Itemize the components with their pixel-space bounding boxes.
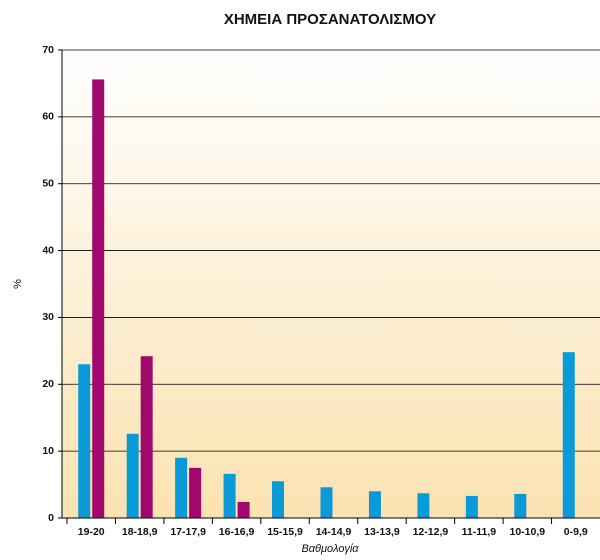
y-tick-label: 60 bbox=[42, 111, 54, 123]
bar bbox=[514, 493, 527, 518]
y-tick-label: 50 bbox=[42, 177, 54, 189]
x-tick-label: 15-15,9 bbox=[267, 526, 303, 538]
y-tick-label: 20 bbox=[42, 378, 54, 390]
chart-title: ΧΗΜΕΙΑ ΠΡΟΣΑΝΑΤΟΛΙΣΜΟΥ bbox=[224, 11, 436, 28]
bar bbox=[562, 352, 575, 518]
y-axis-label: % bbox=[12, 279, 24, 289]
bar bbox=[368, 491, 381, 518]
bar bbox=[175, 457, 188, 518]
x-tick-label: 19-20 bbox=[78, 526, 105, 538]
x-tick-label: 17-17,9 bbox=[170, 526, 206, 538]
x-tick-label: 16-16,9 bbox=[219, 526, 255, 538]
bar bbox=[92, 79, 105, 518]
x-tick-label: 18-18,9 bbox=[122, 526, 158, 538]
x-tick-label: 14-14,9 bbox=[316, 526, 352, 538]
bar bbox=[78, 364, 91, 518]
x-tick-label: 10-10,9 bbox=[510, 526, 546, 538]
bar bbox=[223, 473, 236, 518]
bar bbox=[465, 495, 478, 518]
x-axis-label: Βαθμολογία bbox=[301, 543, 359, 555]
y-tick-label: 30 bbox=[42, 311, 54, 323]
bar bbox=[189, 467, 202, 518]
x-tick-label: 0-9,9 bbox=[564, 526, 588, 538]
y-tick-label: 10 bbox=[42, 445, 54, 457]
bar bbox=[320, 487, 333, 518]
y-tick-label: 70 bbox=[42, 44, 54, 56]
bar bbox=[126, 433, 139, 518]
bar bbox=[237, 501, 250, 518]
x-tick-label: 13-13,9 bbox=[364, 526, 400, 538]
x-tick-label: 12-12,9 bbox=[413, 526, 449, 538]
bar bbox=[417, 493, 430, 518]
x-tick-label: 11-11,9 bbox=[462, 526, 497, 538]
y-tick-label: 0 bbox=[48, 512, 54, 524]
y-tick-label: 40 bbox=[42, 244, 54, 256]
bar bbox=[272, 481, 285, 518]
bar bbox=[140, 356, 153, 518]
